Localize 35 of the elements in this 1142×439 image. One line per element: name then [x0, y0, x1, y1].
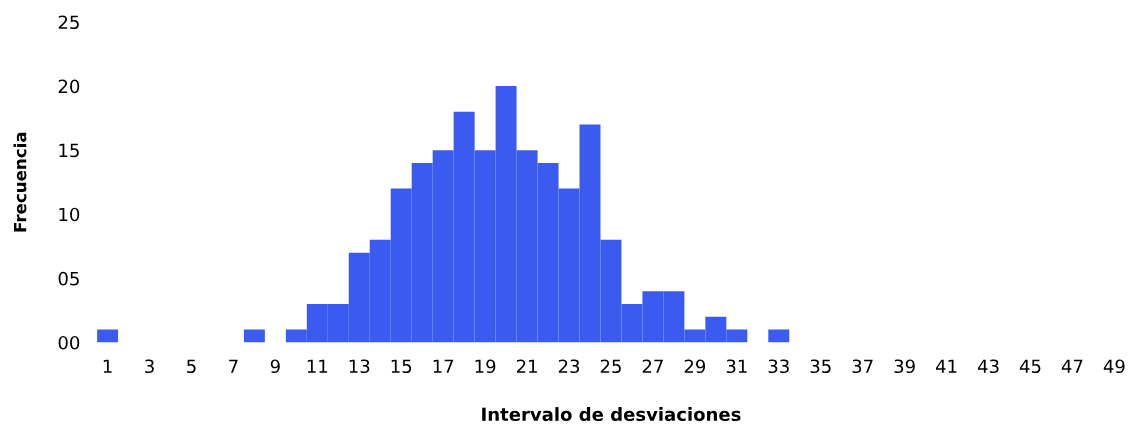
x-tick-label: 47 [1061, 359, 1083, 373]
y-tick-label: 20 [58, 79, 80, 94]
x-tick-label: 11 [307, 359, 328, 373]
y-tick-label: 05 [58, 271, 79, 286]
x-tick-label: 9 [270, 359, 280, 374]
y-tick-label: 15 [59, 143, 79, 158]
x-tick-label: 49 [1103, 359, 1125, 374]
y-tick-label: 00 [58, 335, 80, 350]
y-axis-title: Frecuencia [13, 132, 27, 232]
y-tick-label: 25 [58, 15, 79, 30]
x-axis-title: Intervalo de desviaciones [482, 407, 741, 422]
x-tick-label: 37 [852, 359, 873, 374]
x-tick-label: 13 [349, 359, 370, 374]
x-tick-label: 23 [558, 359, 580, 374]
x-tick-label: 5 [187, 359, 196, 374]
x-tick-label: 3 [145, 359, 154, 374]
x-tick-label: 45 [1019, 359, 1041, 374]
x-tick-label: 39 [894, 359, 915, 374]
x-tick-label: 29 [684, 359, 706, 374]
bar [768, 329, 790, 343]
x-tick-label: 21 [516, 359, 537, 373]
x-tick-label: 1 [103, 359, 112, 373]
x-tick-label: 41 [935, 359, 957, 373]
x-tick-label: 25 [600, 359, 621, 374]
x-tick-label: 35 [810, 359, 831, 374]
x-tick-label: 19 [475, 359, 496, 374]
x-tick-label: 31 [726, 359, 747, 374]
x-tick-label: 7 [229, 359, 238, 373]
x-tick-label: 27 [642, 359, 663, 373]
x-tick-label: 15 [391, 359, 412, 374]
x-tick-label: 43 [977, 359, 999, 374]
y-tick-label: 10 [59, 207, 80, 222]
x-tick-label: 33 [768, 359, 789, 374]
x-tick-label: 17 [433, 359, 454, 373]
bar [243, 329, 265, 343]
